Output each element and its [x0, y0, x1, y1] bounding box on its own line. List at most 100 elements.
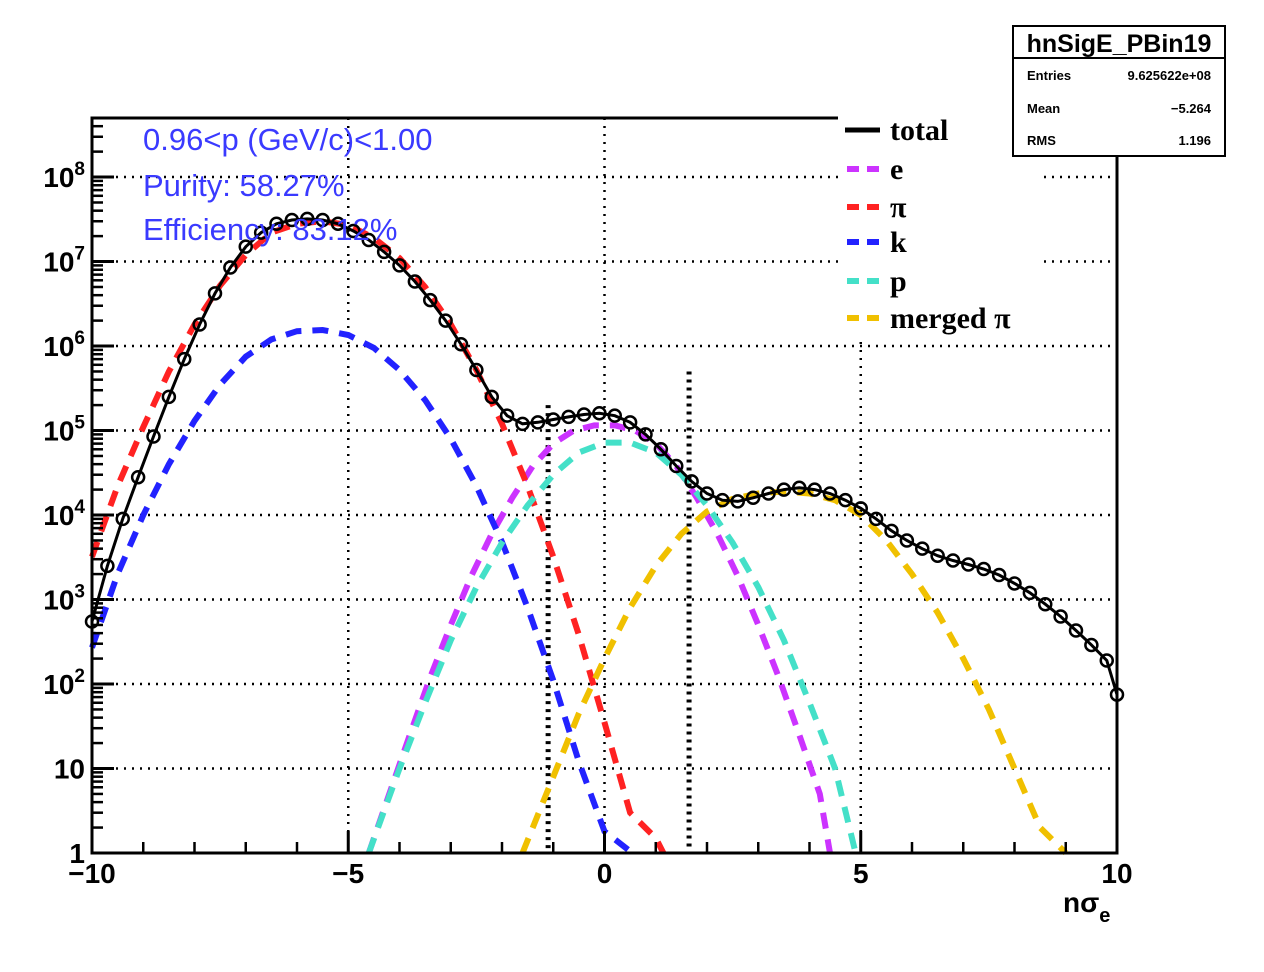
total-point: [1053, 609, 1068, 624]
total-point: [407, 274, 423, 289]
total-point: [499, 408, 515, 423]
total-point: [1007, 576, 1022, 591]
total-point: [192, 317, 207, 332]
total-point: [1038, 596, 1053, 612]
momentum-range-annotation: 0.96<p (GeV/c)<1.00: [143, 122, 433, 157]
total-point: [638, 427, 653, 442]
total-point: [253, 225, 269, 240]
stats-entries-label: Entries: [1027, 68, 1071, 83]
stats-box-title: hnSigE_PBin19: [1027, 30, 1212, 58]
x-tick-label: 10: [1101, 858, 1132, 889]
total-point: [745, 490, 761, 506]
y-tick-label: 108: [43, 159, 85, 193]
legend-label: merged π: [890, 302, 1011, 335]
total-point: [315, 212, 330, 228]
total-point: [146, 429, 161, 444]
legend-label: π: [890, 191, 907, 224]
total-point: [115, 511, 130, 527]
total-point: [346, 223, 361, 239]
y-tick-labels: 1 10 102 103 104 105 106 107 108: [43, 159, 85, 869]
series-markers-total: [84, 211, 1125, 702]
total-point: [991, 567, 1007, 583]
total-point: [945, 553, 961, 568]
total-point: [915, 541, 930, 556]
y-tick-label: 107: [43, 244, 85, 278]
total-point: [300, 211, 315, 227]
total-point: [622, 415, 638, 430]
total-point: [776, 482, 792, 497]
total-point: [469, 362, 484, 378]
x-tick-label: 5: [853, 858, 869, 889]
total-point: [838, 492, 853, 508]
total-point: [423, 292, 438, 308]
total-point: [484, 389, 499, 405]
total-point: [1099, 653, 1114, 668]
total-point: [607, 408, 622, 423]
total-point: [238, 239, 253, 254]
x-tick-labels: −10 −5 0 5 10: [68, 858, 1132, 889]
y-tick-label: 106: [43, 328, 85, 362]
series-line-5: [519, 488, 1068, 856]
total-point: [530, 415, 546, 430]
annotations: 0.96<p (GeV/c)<1.00 Purity: 58.27% Effic…: [143, 122, 433, 247]
efficiency-annotation: Efficiency: 83.12%: [143, 212, 397, 247]
total-point: [699, 486, 715, 501]
total-point: [177, 351, 192, 367]
total-point: [592, 406, 607, 421]
total-point: [899, 533, 915, 548]
x-tick-label: −5: [332, 858, 364, 889]
total-point: [515, 416, 530, 432]
legend-background: [838, 112, 1038, 337]
total-point: [284, 212, 300, 228]
total-point: [868, 511, 884, 527]
total-point: [792, 480, 807, 496]
legend-label: k: [890, 226, 907, 259]
total-point: [576, 407, 592, 422]
series-line-3: [89, 326, 637, 856]
total-point: [1084, 637, 1099, 653]
total-point: [392, 258, 407, 273]
y-tick-label: 1: [69, 838, 85, 869]
total-point: [669, 458, 684, 474]
stats-mean-value: −5.264: [1171, 101, 1212, 116]
total-point: [653, 442, 669, 457]
y-tick-label: 104: [43, 497, 85, 531]
y-tick-label: 102: [43, 666, 85, 700]
total-point: [684, 474, 699, 489]
stats-box-frame: [1012, 25, 1226, 157]
total-point: [761, 486, 776, 501]
series-line-4: [365, 439, 859, 855]
total-point: [715, 492, 730, 508]
total-point: [269, 216, 284, 232]
grid: [92, 118, 1117, 853]
y-tick-label: 103: [43, 582, 85, 616]
series: [84, 211, 1125, 856]
x-axis-label: nσe: [1063, 887, 1110, 927]
total-point: [730, 494, 745, 509]
stats-rms-label: RMS: [1027, 133, 1056, 148]
total-point: [561, 409, 576, 425]
legend-label: p: [890, 265, 907, 298]
stats-entries-value: 9.625622e+08: [1127, 68, 1211, 83]
y-tick-label: 105: [43, 413, 85, 447]
total-point: [930, 548, 945, 563]
total-point: [161, 389, 177, 405]
series-line-2: [89, 218, 667, 855]
total-point: [438, 313, 453, 328]
x-tick-label: −10: [68, 858, 116, 889]
total-point: [330, 216, 346, 232]
total-point: [976, 561, 991, 577]
legend-label: e: [890, 153, 903, 186]
stats-rms-value: 1.196: [1178, 133, 1211, 148]
total-point: [376, 244, 392, 260]
total-point: [807, 482, 822, 497]
total-curve: [90, 217, 1119, 696]
stats-box: hnSigE_PBin19 Entries 9.625622e+08 Mean …: [1012, 25, 1226, 157]
legend-label: total: [890, 114, 948, 147]
total-point: [546, 412, 561, 427]
x-tick-label: 0: [597, 858, 613, 889]
total-point: [884, 523, 899, 539]
